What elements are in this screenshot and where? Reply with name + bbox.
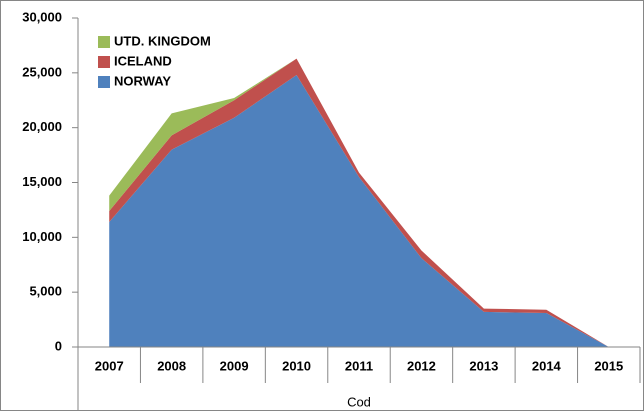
legend-swatch [98,56,110,68]
legend-label: UTD. KINGDOM [114,33,211,48]
area [109,58,609,348]
area [109,75,609,347]
x-tick-label: 2009 [220,358,249,373]
x-tick-label: 2014 [532,358,562,373]
y-tick-label: 5,000 [29,284,62,299]
y-tick-label: 0 [55,338,62,353]
x-tick-label: 2007 [95,358,124,373]
x-axis-label: Cod [347,394,371,409]
x-tick-label: 2011 [345,358,373,373]
x-tick-label: 2008 [157,358,186,373]
x-tick-label: 2010 [282,358,311,373]
x-tick-label: 2012 [407,358,436,373]
legend-label: ICELAND [114,53,172,68]
y-tick-label: 25,000 [22,64,62,79]
y-tick-label: 15,000 [22,174,62,189]
legend-label: NORWAY [114,73,171,88]
y-tick-label: 20,000 [22,119,62,134]
legend-swatch [98,36,110,48]
y-tick-label: 30,000 [22,9,62,24]
y-tick-label: 10,000 [22,229,62,244]
legend-swatch [98,76,110,88]
x-tick-label: 2013 [469,358,498,373]
x-tick-label: 2015 [594,358,623,373]
